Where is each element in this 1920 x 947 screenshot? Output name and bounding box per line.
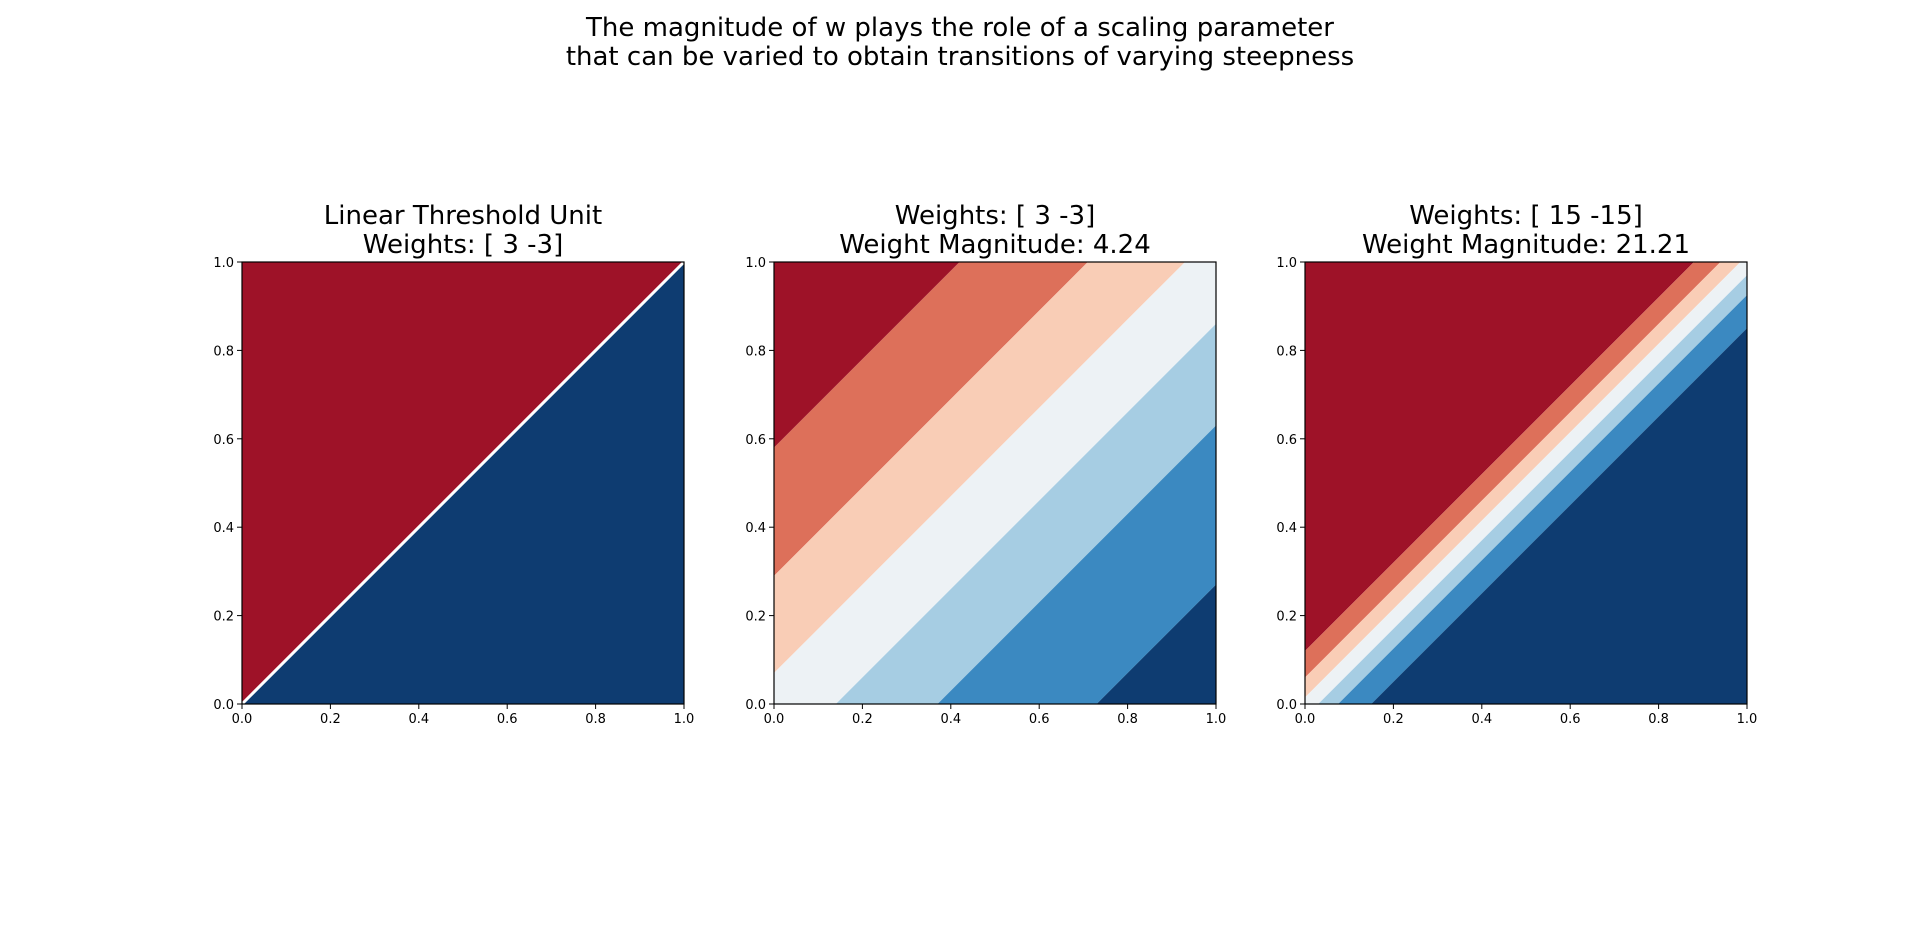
x-tick-label: 0.6 — [497, 712, 518, 727]
axes-frame — [1304, 261, 1748, 705]
decision-boundary-line — [240, 260, 686, 706]
panel-title-line-2: Weights: [ 3 -3] — [363, 230, 563, 260]
x-tick-label: 0.2 — [1383, 712, 1404, 727]
y-tick-label: 0.8 — [213, 344, 234, 359]
y-tick-label: 0.8 — [745, 344, 766, 359]
figure-title-line-1: The magnitude of w plays the role of a s… — [586, 13, 1334, 43]
y-tick-label: 0.2 — [213, 610, 234, 625]
contour-band-4 — [774, 262, 1216, 704]
x-tick-label: 0.8 — [1117, 712, 1138, 727]
x-tick-label: 0.6 — [1029, 712, 1050, 727]
y-tick-label: 1.0 — [213, 256, 234, 271]
y-tick-label: 0.4 — [1276, 521, 1297, 536]
contour-band-6 — [937, 425, 1216, 704]
panel-2: 0.0 0.2 0.4 0.6 0.8 1.0 0.0 0.2 0.4 0.6 0.8 1.0 Weig… — [745, 201, 1226, 727]
y-tick-label: 0.0 — [745, 698, 766, 713]
x-tick-label: 0.0 — [232, 712, 253, 727]
x-tick-label: 0.6 — [1560, 712, 1581, 727]
x-tick-label: 1.0 — [1737, 712, 1758, 727]
y-tick-label: 0.6 — [745, 433, 766, 448]
y-tick-label: 1.0 — [745, 256, 766, 271]
x-tick-label: 0.8 — [1648, 712, 1669, 727]
x-tick-label: 0.4 — [940, 712, 961, 727]
contour-band-7 — [1371, 328, 1747, 704]
axes-frame — [241, 261, 685, 705]
panel-title-line-2: Weight Magnitude: 21.21 — [1362, 230, 1690, 260]
x-tick-label: 0.4 — [1471, 712, 1492, 727]
x-tick-label: 1.0 — [674, 712, 695, 727]
y-tick-label: 0.2 — [1276, 610, 1297, 625]
contour-band-4 — [1305, 262, 1747, 704]
contour-band-7 — [1096, 584, 1216, 704]
panel-title-line-2: Weight Magnitude: 4.24 — [839, 230, 1151, 260]
axes-frame — [773, 261, 1217, 705]
y-tick-label: 0.0 — [213, 698, 234, 713]
y-tick-label: 0.6 — [213, 433, 234, 448]
figure-title-line-2: that can be varied to obtain transitions… — [565, 42, 1355, 72]
y-tick-label: 1.0 — [1276, 256, 1297, 271]
x-tick-label: 0.0 — [764, 712, 785, 727]
y-tick-label: 0.4 — [745, 521, 766, 536]
x-tick-label: 0.2 — [320, 712, 341, 727]
panel-title-line-1: Weights: [ 3 -3] — [895, 201, 1095, 231]
x-tick-label: 0.8 — [585, 712, 606, 727]
y-tick-label: 0.8 — [1276, 344, 1297, 359]
x-tick-label: 0.0 — [1295, 712, 1316, 727]
figure-title: The magnitude of w plays the role of a s… — [0, 14, 1920, 72]
x-tick-label: 0.4 — [408, 712, 429, 727]
contour-band-5 — [1318, 275, 1747, 704]
x-tick-label: 1.0 — [1206, 712, 1227, 727]
x-tick-label: 0.2 — [852, 712, 873, 727]
panel-1: 0.0 0.2 0.4 0.6 0.8 1.0 0.0 0.2 0.4 0.6 0.8 1.0 Line… — [213, 201, 694, 727]
panel-3: 0.0 0.2 0.4 0.6 0.8 1.0 0.0 0.2 0.4 0.6 0.8 1.0 Weig… — [1276, 201, 1757, 727]
y-tick-label: 0.0 — [1276, 698, 1297, 713]
contour-band-5 — [835, 323, 1216, 704]
y-tick-label: 0.2 — [745, 610, 766, 625]
panel-title-line-1: Linear Threshold Unit — [324, 201, 602, 231]
y-tick-label: 0.4 — [213, 521, 234, 536]
panel-title-line-1: Weights: [ 15 -15] — [1409, 201, 1643, 231]
y-tick-label: 0.6 — [1276, 433, 1297, 448]
contour-band-6 — [1338, 295, 1747, 704]
